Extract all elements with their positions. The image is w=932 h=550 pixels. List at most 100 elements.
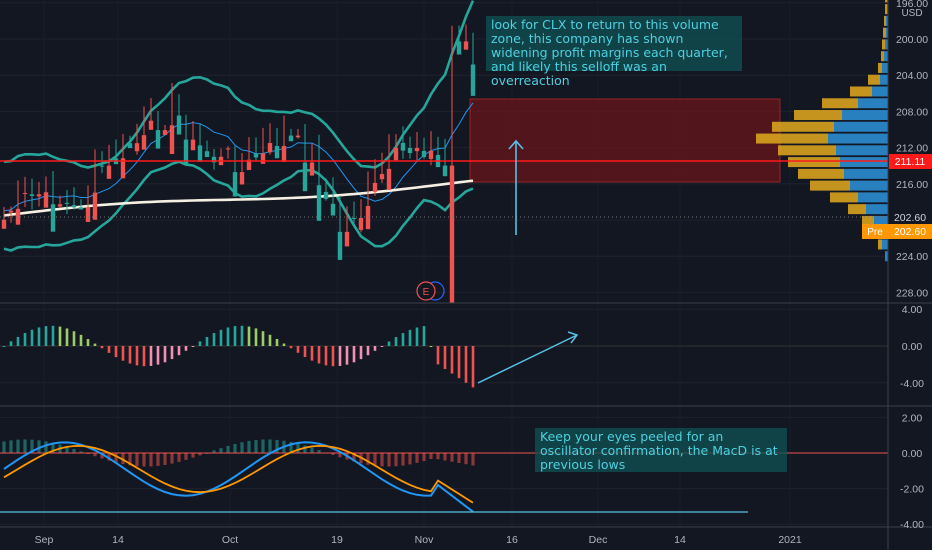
macd-bar: [37, 327, 41, 346]
volume-profile-bar-up: [880, 74, 888, 85]
time-tick-label: Dec: [589, 534, 608, 546]
macd-bar: [240, 325, 244, 346]
osc-bar: [310, 447, 314, 453]
osc-bar: [408, 453, 412, 465]
volume-profile-bar-down: [885, 0, 887, 3]
osc-bar: [51, 442, 55, 453]
macd-bar: [436, 346, 440, 365]
time-axis[interactable]: Sep 14 Oct 19 Nov 16 Dec 14 2021: [35, 534, 802, 546]
macd-bar: [296, 346, 300, 353]
volume-profile-bar-up: [874, 215, 888, 226]
candle-body: [155, 130, 161, 149]
upper-band: [3, 160, 474, 252]
candle-body: [442, 165, 448, 177]
volume-profile-bar-down: [830, 192, 858, 203]
price-tick-label: 196.00: [896, 0, 928, 10]
volume-profile-bar-up: [858, 98, 888, 109]
moving-average: [3, 179, 474, 217]
macd-bar: [177, 346, 181, 356]
candle-body: [358, 217, 364, 230]
osc-tick-label: 0.00: [902, 448, 923, 460]
macd-bar: [373, 346, 377, 351]
volume-profile-bar-up: [836, 145, 888, 156]
macd-bar: [86, 339, 90, 346]
macd-bar: [219, 329, 223, 346]
bollinger-bands: [3, 0, 475, 252]
macd-bar: [233, 326, 237, 346]
annotation-bottom[interactable]: Keep your eyes peeled for an oscillator …: [535, 428, 787, 472]
volume-profile-bar-down: [883, 27, 886, 38]
candle-body: [456, 41, 462, 55]
volume-profile-bar-up: [844, 168, 888, 179]
macd-bar: [324, 346, 328, 366]
macd-bar: [352, 346, 356, 363]
earnings-label: E: [423, 287, 430, 298]
osc-bar: [436, 453, 440, 460]
osc-bar: [366, 453, 370, 465]
macd-bar: [387, 341, 391, 346]
candle-body: [141, 135, 147, 150]
volume-profile-bar-down: [778, 145, 836, 156]
candle-body: [78, 207, 84, 210]
osc-bar: [135, 453, 139, 467]
macd-histogram: [2, 325, 475, 388]
macd-bar: [156, 346, 160, 365]
osc-bar: [170, 453, 174, 464]
macd-bar: [2, 346, 6, 347]
macd-bar: [205, 336, 209, 346]
volume-profile-bar-up: [858, 192, 888, 203]
volume-profile-bar-down: [878, 239, 882, 250]
candle-body: [22, 192, 28, 194]
candle-body: [1, 219, 7, 229]
candle-body: [281, 145, 287, 162]
volume-profile-bar-up: [885, 39, 888, 50]
osc-bar: [296, 443, 300, 453]
price-tick-label: 228.00: [896, 287, 928, 299]
price-axis[interactable]: 192.00196.00200.00204.00208.00212.00216.…: [896, 0, 928, 299]
candle-body: [190, 139, 196, 151]
candle-body: [470, 64, 476, 96]
osc-bar: [464, 453, 468, 465]
pre-price-label: 202.60: [894, 226, 926, 238]
osc-bar: [352, 453, 356, 462]
macd-tick-label: 4.00: [902, 304, 923, 316]
price-tick-label: 208.00: [896, 106, 928, 118]
macd-bar: [30, 329, 34, 346]
earnings-marker: E: [416, 281, 445, 301]
macd-bar: [128, 346, 132, 364]
volume-profile-bar-up: [866, 204, 888, 215]
osc-bar: [394, 453, 398, 467]
osc-bar: [387, 453, 391, 467]
volume-profile-bar-down: [884, 15, 886, 26]
volume-profile-bar-up: [872, 86, 888, 97]
macd-axis[interactable]: 4.00 0.00 -4.00: [900, 304, 924, 390]
macd-bar: [198, 341, 202, 346]
volume-profile-bar-up: [882, 239, 888, 250]
candle-body: [36, 194, 42, 197]
oscillator-axis[interactable]: 2.00 0.00 -2.00 -4.00: [900, 412, 924, 531]
macd-bar: [408, 329, 412, 346]
volume-profile-bar-down: [772, 121, 834, 132]
macd-tick-label: 0.00: [902, 341, 923, 353]
osc-bar: [65, 446, 69, 453]
macd-bar: [331, 346, 335, 367]
candle-body: [274, 145, 280, 159]
time-tick-label: Sep: [35, 534, 54, 546]
macd-bar: [464, 346, 468, 383]
macd-bar: [9, 341, 13, 346]
candle-body: [225, 148, 231, 150]
osc-bar: [23, 439, 27, 453]
osc-bar: [212, 450, 216, 453]
osc-bar: [268, 439, 272, 453]
volume-profile-bar-down: [878, 62, 882, 73]
osc-bar: [429, 453, 433, 459]
candle-body: [295, 135, 301, 138]
candle-body: [309, 162, 315, 176]
macd-bar: [142, 346, 146, 367]
annotation-top[interactable]: look for CLX to return to this volume zo…: [486, 16, 742, 88]
signal-line: [3, 444, 474, 504]
macd-bar: [380, 346, 384, 347]
macd-bar: [303, 346, 307, 358]
candle-body: [106, 165, 112, 179]
volume-profile-bar-down: [794, 110, 842, 121]
